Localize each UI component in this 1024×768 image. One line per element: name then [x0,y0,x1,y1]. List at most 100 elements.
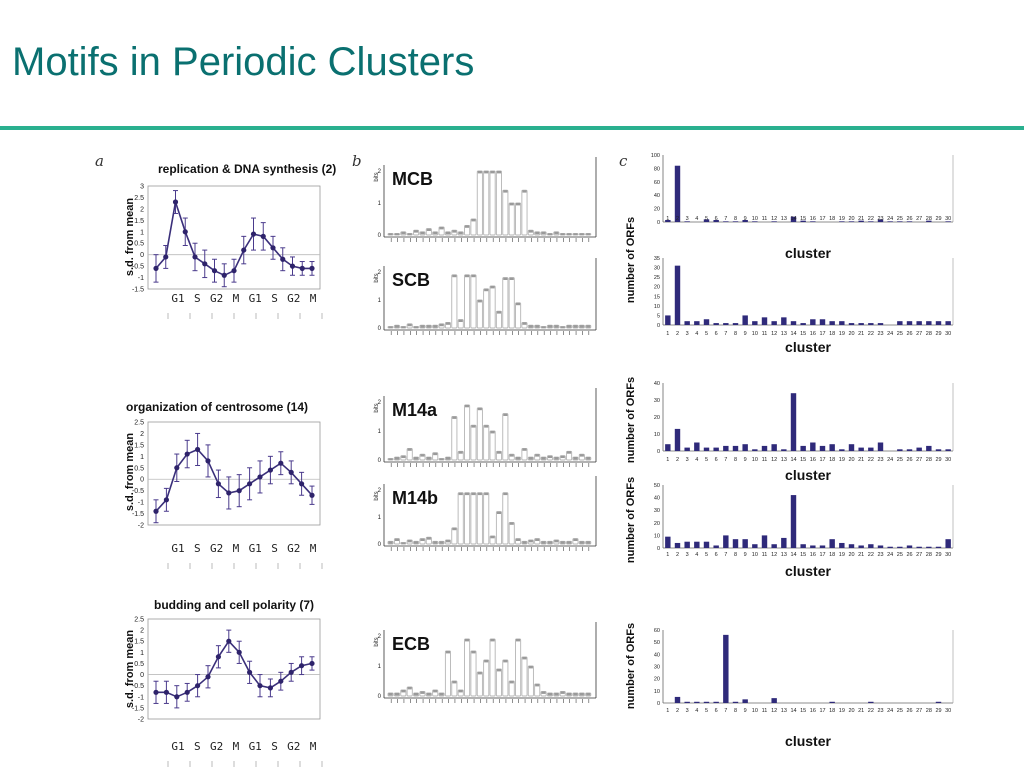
y-tick-label: 20 [654,207,660,213]
y-tick-label: -1.5 [132,511,144,518]
bar [752,544,758,548]
bar [868,221,874,222]
logo-letter-top [547,233,553,235]
data-point [182,229,188,235]
bar [839,449,845,451]
logo-letter-stack [470,424,477,461]
y-tick-label: 30 [654,665,660,671]
x-tick-label: M [233,292,240,305]
x-tick-label: 21 [858,708,864,714]
bar [858,220,864,222]
logo-letter-stack [508,521,515,545]
logo-letter-top [541,541,546,544]
bar [742,444,748,451]
x-tick-label: 2 [676,708,679,714]
bar [877,323,884,325]
y-tick-label: 0.5 [134,661,144,668]
x-tick-label: 4 [695,216,698,222]
logo-letter-top [407,323,412,327]
data-point [299,663,305,669]
bar [752,221,758,222]
bar [877,219,884,222]
logo-letter-top [465,274,470,278]
data-point [241,247,247,253]
x-tick-label: S [194,292,201,305]
panel-label-b: b [352,152,362,170]
logo-letter-top [414,541,419,544]
x-tick-label: 27 [916,216,922,222]
x-tick-label: 7 [724,331,727,337]
bar [790,495,797,548]
logo-letter-stack [495,310,503,329]
logo-letter-top [407,448,412,451]
bar [800,323,806,325]
logo-letter-top [433,325,438,328]
bar [800,544,806,548]
x-tick-label: 4 [695,552,698,558]
logo-letter-top [401,231,406,235]
logo-letter-top [439,541,444,544]
logo-letter-top [573,538,578,541]
x-tick-label: 7 [724,457,727,463]
x-tick-label: 13 [781,552,787,558]
y-tick-label: 5 [657,313,660,319]
x-tick-label: 26 [906,708,912,714]
x-tick-label: 4 [695,331,698,337]
x-tick-label: 20 [848,457,854,463]
bar [945,449,951,451]
logo-letter-top [516,538,521,541]
data-point [195,683,201,689]
data-point [215,654,221,660]
logo-letter-stack [489,430,496,461]
logo-letter-stack [464,492,471,545]
bar [665,315,671,325]
x-tick-label: 12 [771,331,777,337]
x-tick-label: 14 [790,457,796,463]
x-tick-label: 22 [868,216,874,222]
logo-letter-top [535,325,540,328]
data-point [205,674,211,680]
logo-letter-top [471,274,476,278]
logo-letter-top [560,326,565,328]
data-point [267,685,273,691]
y-tick-label: 2 [140,206,144,213]
bar [926,220,932,222]
logo-letter-top [445,322,451,325]
bar [761,317,768,325]
y-tick-label: 0 [657,449,660,455]
logo-y-tick: 0 [378,542,382,548]
logo-letter-top [528,666,533,669]
data-point [288,469,294,475]
data-point [270,245,276,251]
x-tick-label: 18 [829,331,835,337]
title-divider [0,126,1024,130]
bits-label: bits [374,491,380,500]
x-tick-label: S [271,292,278,305]
bar [897,221,903,222]
x-tick-label: 19 [839,457,845,463]
logo-letter-top [394,693,400,696]
sequence-logos: bits210MCBbits210SCBbits210M14abits210M1… [374,157,597,703]
logo-letter-top [573,693,578,696]
logo-letter-top [516,302,521,306]
logo-letter-top [439,458,444,460]
x-tick-label: 18 [829,708,835,714]
y-tick-label: -0.5 [132,488,144,495]
data-point [226,638,232,644]
logo-letter-top [522,322,527,325]
bar [839,221,845,222]
logo-letter-top [579,454,584,457]
data-point [236,488,242,494]
bar [781,449,787,451]
x-tick-label: G1 [171,542,184,555]
logo-letter-top [535,454,540,457]
x-tick-label: 12 [771,216,777,222]
bar [800,220,806,222]
bar [761,535,768,548]
bar [771,698,777,703]
bar [848,444,855,451]
bar [674,696,681,703]
x-tick-label: 4 [695,457,698,463]
logo-letter-top [484,425,489,428]
